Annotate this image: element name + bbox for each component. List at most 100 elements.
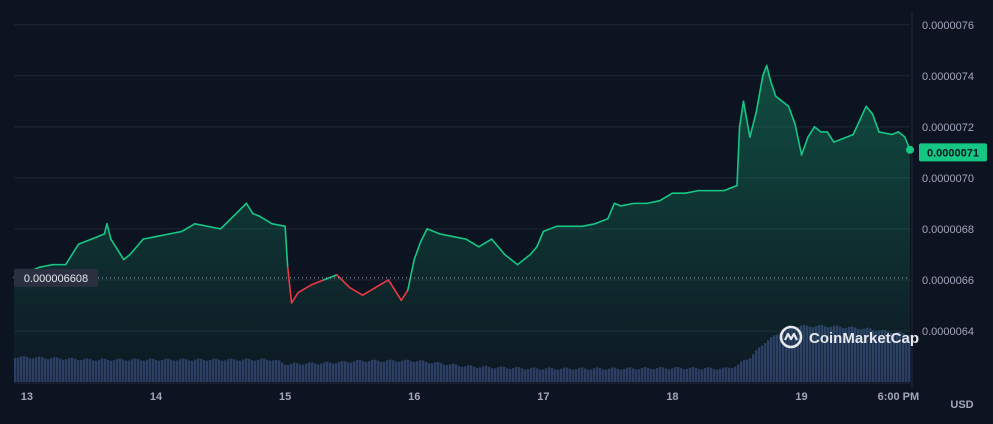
price-segment-up	[542, 225, 558, 233]
coinmarketcap-watermark: CoinMarketCap	[779, 325, 919, 349]
price-segment-up	[245, 202, 254, 215]
y-tick-label: 0.0000072	[922, 122, 974, 134]
price-segment-up	[181, 222, 196, 233]
price-segment-down	[297, 284, 312, 294]
x-axis: 13 14 15 16 17 18 19 6:00 PM	[21, 391, 919, 403]
price-segment-up	[155, 233, 170, 238]
price-segment-up	[794, 123, 803, 156]
price-segment-up	[39, 263, 54, 268]
price-segment-up	[871, 113, 880, 133]
price-segment-up	[781, 100, 790, 108]
price-segment-up	[406, 258, 416, 291]
price-segment-up	[774, 95, 783, 103]
price-segment-up	[833, 138, 842, 143]
y-axis: 0.0000064 0.0000066 0.0000068 0.0000070 0.00…	[922, 20, 974, 338]
price-segment-down	[387, 279, 403, 302]
price-segment-up	[738, 100, 745, 128]
price-segment-down	[374, 279, 390, 289]
price-segment-up	[103, 222, 108, 235]
price-segment-up	[529, 245, 538, 256]
price-segment-down	[290, 291, 299, 304]
price-segment-up	[219, 215, 235, 230]
price-segment-up	[258, 215, 274, 225]
price-segment-up	[122, 253, 131, 261]
y-tick-label: 0.0000076	[922, 20, 974, 32]
price-segment-down	[400, 289, 409, 302]
price-segment-down	[286, 266, 293, 304]
price-segment-up	[658, 192, 674, 202]
price-segment-down	[348, 286, 364, 297]
price-segment-up	[426, 228, 441, 235]
price-segment-down	[310, 279, 325, 286]
price-segment-up	[813, 126, 822, 133]
y-tick-label: 0.0000068	[922, 224, 974, 236]
price-segment-up	[891, 131, 900, 136]
price-segment-up	[232, 202, 248, 217]
current-price-label: 0.0000071	[927, 147, 979, 159]
price-segment-up	[142, 235, 157, 240]
price-segment-up	[742, 100, 751, 138]
price-segment-up	[607, 202, 616, 220]
price-segment-up	[252, 212, 261, 217]
price-segment-up	[620, 202, 635, 207]
price-segment-up	[503, 253, 519, 266]
x-tick-label: 18	[666, 391, 678, 403]
y-tick-label: 0.0000070	[922, 173, 974, 185]
y-tick-label: 0.0000066	[922, 275, 974, 287]
price-segment-up	[271, 222, 286, 228]
price-segment-up	[645, 200, 661, 205]
price-segment-up	[755, 74, 764, 113]
price-segment-up	[116, 248, 125, 261]
price-segment-down	[335, 274, 351, 289]
y-tick-label: 0.0000074	[922, 71, 974, 83]
reference-price-label: 0.000006608	[24, 273, 88, 285]
price-segment-up	[90, 233, 106, 240]
price-segment-up	[839, 133, 854, 141]
price-segment-up	[490, 238, 506, 256]
price-area	[14, 65, 910, 382]
currency-label: USD	[950, 399, 973, 411]
price-segment-up	[581, 222, 596, 228]
x-tick-label: 19	[795, 391, 807, 403]
x-tick-label: 14	[150, 391, 163, 403]
y-tick-label: 0.0000064	[922, 326, 974, 338]
price-segment-up	[613, 202, 622, 207]
price-segment-up	[749, 110, 758, 138]
price-segment-up	[64, 243, 80, 266]
price-segment-up	[129, 238, 144, 256]
price-segment-up	[323, 274, 338, 281]
price-segment-up	[729, 184, 738, 189]
price-segment-up	[594, 217, 609, 225]
price-segment-up	[762, 64, 768, 77]
price-segment-up	[852, 105, 867, 136]
price-segment-up	[826, 131, 835, 143]
price-segment-up	[413, 240, 422, 261]
price-segment-up	[865, 105, 874, 115]
current-price-dot	[906, 145, 914, 154]
price-segment-up	[736, 126, 741, 187]
price-area-fill	[14, 65, 910, 382]
price-segment-up	[439, 233, 454, 238]
x-tick-label: 13	[21, 391, 33, 403]
current-price-badge: 0.0000071	[919, 143, 987, 162]
price-segment-up	[787, 105, 796, 126]
price-segment-up	[723, 187, 732, 192]
price-segment-up	[110, 238, 119, 251]
reference-price-badge: 0.000006608	[14, 268, 98, 287]
price-segment-up	[897, 131, 906, 138]
price-segment-up	[106, 222, 112, 240]
price-segment-up	[477, 238, 493, 248]
price-segment-up	[516, 253, 532, 266]
watermark-text: CoinMarketCap	[809, 330, 919, 347]
price-line	[13, 64, 914, 304]
x-tick-label: 15	[279, 391, 291, 403]
price-segment-up	[419, 228, 428, 243]
price-segment-up	[807, 126, 816, 138]
x-tick-label: 17	[537, 391, 549, 403]
x-tick-label: 16	[408, 391, 420, 403]
price-segment-up	[465, 238, 480, 248]
price-segment-up	[452, 235, 467, 240]
coinmarketcap-logo-icon	[779, 325, 803, 349]
price-segment-up	[769, 80, 777, 98]
